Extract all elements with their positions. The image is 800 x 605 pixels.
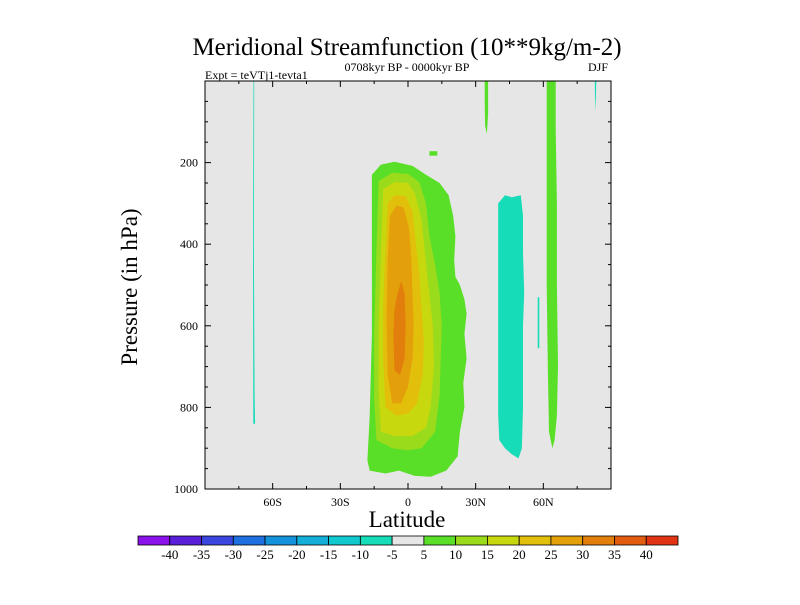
- x-tick-label: 60N: [533, 495, 554, 509]
- contour-orange-core: [393, 280, 406, 375]
- y-tick-label: 200: [180, 156, 198, 170]
- contour-cyan-streak-60s: [253, 81, 256, 424]
- colorbar-label: 20: [513, 547, 526, 562]
- colorbar-swatch: [232, 535, 266, 546]
- x-axis-label: Latitude: [369, 507, 446, 532]
- time-range-label: 0708kyr BP - 0000kyr BP: [345, 60, 470, 74]
- colorbar-label: 40: [640, 547, 653, 562]
- colorbar-swatch: [264, 535, 298, 546]
- colorbar-swatch: [296, 535, 329, 546]
- colorbar-label: -40: [161, 547, 178, 562]
- colorbar-label: -5: [387, 547, 398, 562]
- y-tick-label: 1000: [174, 482, 198, 496]
- contour-cyan-sliver-58n: [537, 297, 540, 349]
- colorbar-label: -30: [225, 547, 242, 562]
- colorbar-swatch: [137, 535, 171, 546]
- x-tick-label: 30N: [465, 495, 486, 509]
- colorbar-label: -15: [320, 547, 337, 562]
- y-tick-label: 400: [180, 237, 198, 251]
- contour-green-dot-10n: [429, 151, 438, 156]
- x-tick-label: 0: [405, 495, 411, 509]
- colorbar-label: -10: [352, 547, 369, 562]
- colorbar-swatch: [359, 535, 393, 546]
- experiment-label: Expt = teVTj1-tevta1: [205, 68, 308, 82]
- colorbar-swatch: [487, 535, 520, 546]
- colorbar-swatch: [201, 535, 234, 546]
- season-label: DJF: [588, 60, 608, 74]
- colorbar-label: 10: [449, 547, 462, 562]
- y-tick-label: 600: [180, 319, 198, 333]
- contour-cyan-streak-83n: [594, 81, 597, 112]
- colorbar-label: 25: [544, 547, 557, 562]
- colorbar-label: 35: [608, 547, 621, 562]
- colorbar-label: -25: [256, 547, 273, 562]
- chart-title: Meridional Streamfunction (10**9kg/m-2): [192, 34, 621, 61]
- colorbar-label: 30: [576, 547, 589, 562]
- colorbar-swatch: [518, 535, 552, 546]
- contour-cyan-cell-45n: [498, 195, 525, 459]
- colorbar-swatch: [328, 535, 361, 546]
- contour-green-speck-40n: [484, 81, 489, 134]
- colorbar-swatch: [645, 535, 679, 546]
- colorbar-label: 5: [421, 547, 428, 562]
- colorbar: -40 -35 -30 -25 -20 -15 -10 -5 5 10 15 20 25 30 35 40: [137, 535, 679, 562]
- x-tick-label: 30S: [331, 495, 350, 509]
- colorbar-swatch: [582, 535, 615, 546]
- colorbar-swatch: [423, 535, 457, 546]
- colorbar-swatch: [169, 535, 202, 546]
- contour-green-column-62n: [546, 81, 558, 449]
- axis-ticks: 60S 30S 0 30N 60N 200 400 600 800 1000: [174, 81, 611, 509]
- colorbar-swatch: [391, 535, 425, 546]
- colorbar-label: 15: [481, 547, 494, 562]
- x-tick-label: 60S: [263, 495, 282, 509]
- y-axis-label: Pressure (in hPa): [117, 208, 142, 365]
- y-tick-label: 800: [180, 400, 198, 414]
- colorbar-swatch: [614, 535, 647, 546]
- contour-layer: [253, 81, 597, 477]
- colorbar-label: -35: [193, 547, 210, 562]
- colorbar-label: -20: [288, 547, 305, 562]
- colorbar-swatch: [455, 535, 488, 546]
- colorbar-swatch: [550, 535, 584, 546]
